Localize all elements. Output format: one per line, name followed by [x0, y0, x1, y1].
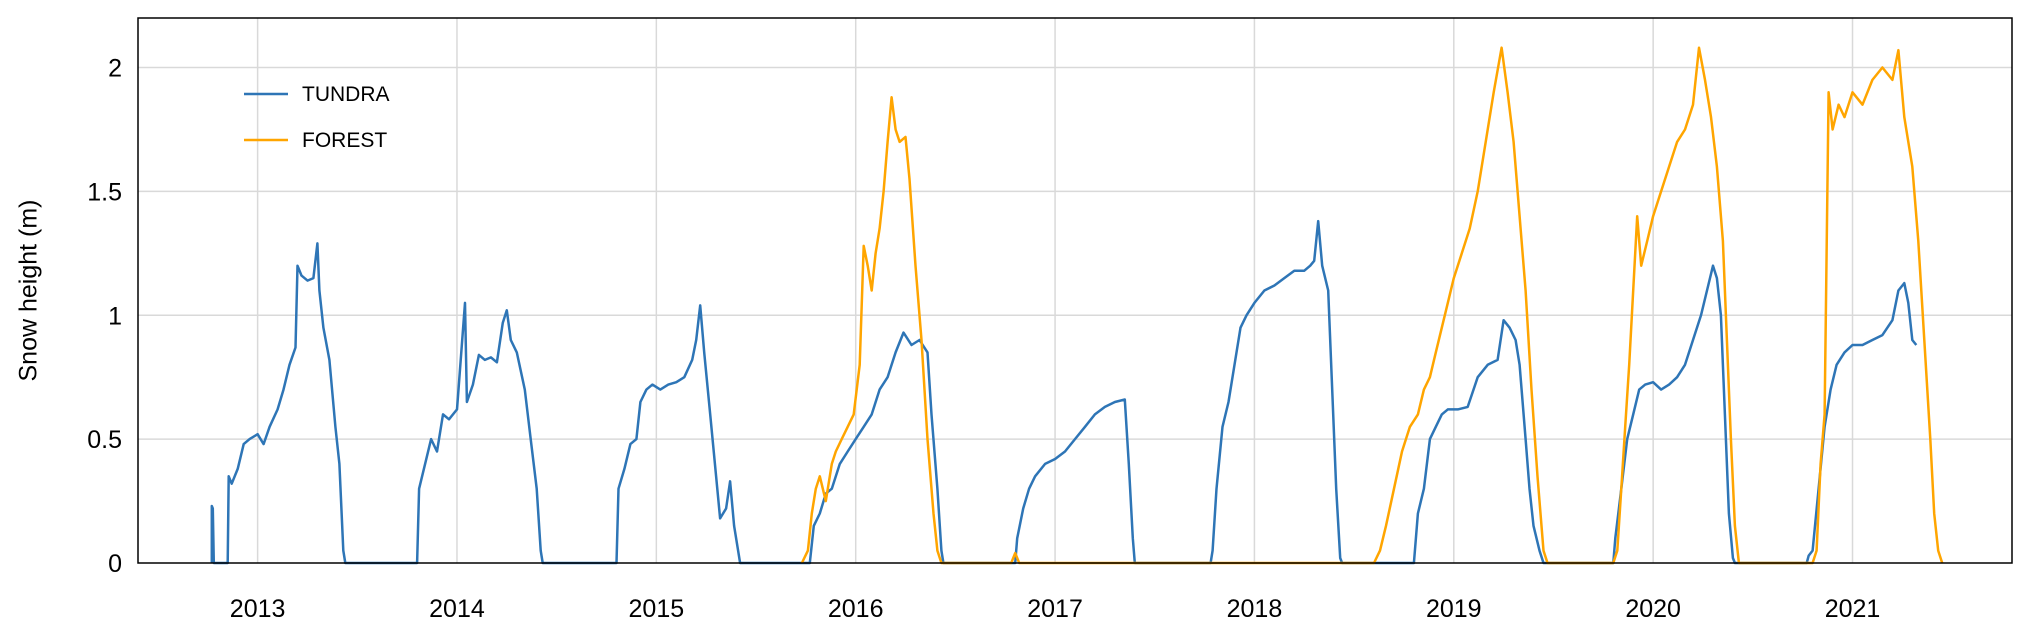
y-tick-label: 0.5: [87, 426, 122, 454]
x-tick-label: 2016: [828, 595, 884, 623]
x-tick-label: 2021: [1825, 595, 1881, 623]
series-line-forest: [800, 46, 1944, 565]
y-axis-ticks: 0 0.5 1 1.5 2: [87, 55, 122, 578]
y-axis-title: Snow height (m): [15, 199, 43, 381]
x-tick-label: 2019: [1426, 595, 1482, 623]
series-lines: [210, 46, 1944, 565]
x-tick-label: 2013: [230, 595, 286, 623]
x-tick-label: 2020: [1625, 595, 1681, 623]
x-axis-ticks: 2013 2014 2015 2016 2017 2018 2019 2020 2021: [230, 595, 1881, 623]
plot-frame: [137, 17, 2013, 564]
x-tick-label: 2017: [1027, 595, 1083, 623]
y-tick-label: 1.5: [87, 178, 122, 206]
y-tick-label: 1: [108, 302, 122, 330]
x-tick-label: 2015: [629, 595, 685, 623]
y-tick-label: 0: [108, 550, 122, 578]
legend-label-tundra: TUNDRA: [302, 83, 390, 106]
legend-label-forest: FOREST: [302, 129, 387, 152]
grid-lines: [138, 18, 2012, 563]
x-tick-label: 2014: [429, 595, 485, 623]
y-tick-label: 2: [108, 55, 122, 83]
series-line-tundra: [210, 219, 1918, 565]
x-tick-label: 2018: [1227, 595, 1283, 623]
legend: TUNDRA FOREST: [244, 83, 390, 152]
